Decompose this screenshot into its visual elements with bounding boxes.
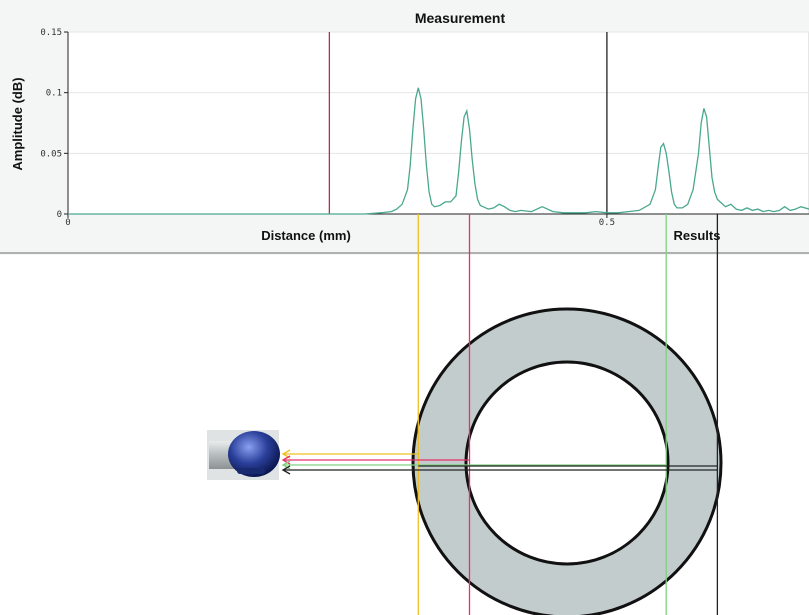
reflection-markers bbox=[417, 214, 719, 615]
pipe-cross-section bbox=[411, 307, 723, 615]
y-tick-label-2: 0.1 bbox=[46, 89, 62, 99]
ultrasonic-probe-icon bbox=[207, 430, 280, 480]
beam-paths bbox=[281, 449, 718, 475]
x-axis-label: Distance (mm) bbox=[261, 228, 351, 243]
probe-head bbox=[228, 431, 280, 477]
pipe-bore bbox=[464, 360, 670, 566]
axis-ticks: 0 0.05 0.1 0.15 0 0.5 bbox=[40, 28, 615, 228]
chart-title: Measurement bbox=[415, 10, 506, 26]
y-axis-label: Amplitude (dB) bbox=[10, 77, 25, 170]
y-tick-label-1: 0.05 bbox=[40, 149, 62, 159]
y-tick-label-0: 0 bbox=[57, 210, 62, 220]
plot-area bbox=[67, 31, 809, 215]
probe-face bbox=[237, 468, 265, 474]
chart-markers bbox=[328, 32, 608, 214]
x-tick-label-0: 0 bbox=[65, 218, 70, 228]
x-tick-label-1: 0.5 bbox=[599, 218, 615, 228]
results-annotation: Results bbox=[674, 228, 721, 243]
y-tick-label-3: 0.15 bbox=[40, 28, 62, 38]
signal-series-line bbox=[68, 87, 809, 215]
beam-arrow-black bbox=[281, 465, 291, 475]
